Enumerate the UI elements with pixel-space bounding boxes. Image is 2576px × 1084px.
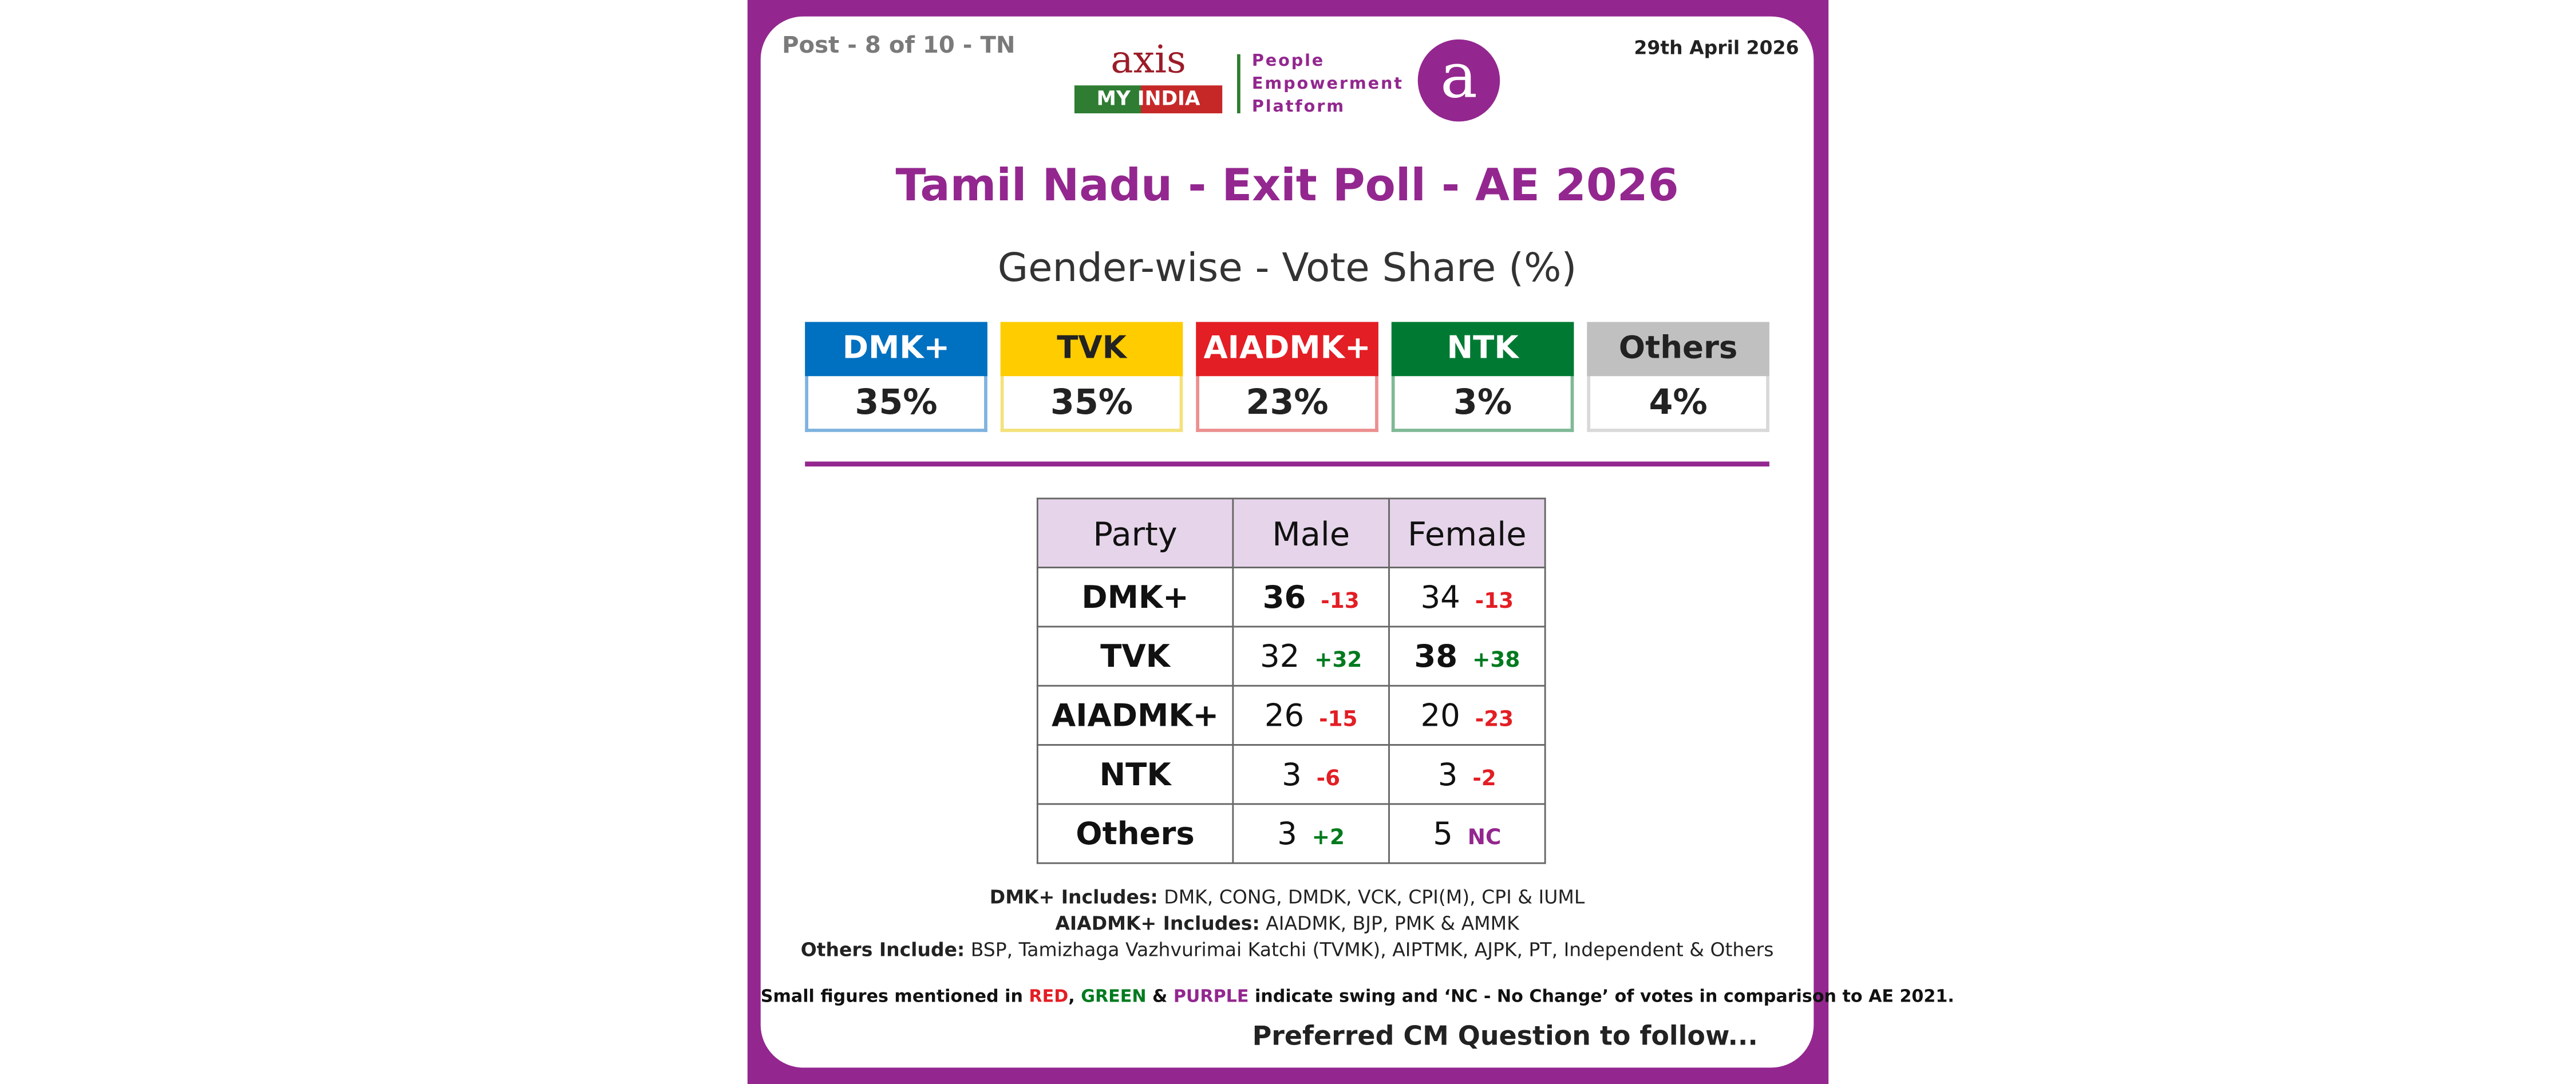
logo-icon: a (1417, 39, 1500, 122)
note-text: BSP, Tamizhaga Vazhvurimai Katchi (TVMK)… (965, 937, 1774, 961)
legend-part: PURPLE (1173, 987, 1249, 1007)
legend-part: GREEN (1081, 987, 1147, 1007)
legend-part: & (1146, 987, 1174, 1007)
note: DMK+ Includes: DMK, CONG, DMDK, VCK, CPI… (761, 884, 1814, 910)
summary-share: 35% (1050, 382, 1133, 422)
value: 32 (1259, 638, 1300, 675)
note: Others Include: BSP, Tamizhaga Vazhvurim… (761, 936, 1814, 963)
row: TVK 32 +32 38 +38 (1036, 626, 1546, 687)
tagline-line: People (1251, 52, 1325, 71)
swing: +38 (1472, 648, 1520, 673)
summary-party: Others (1587, 322, 1769, 377)
header-row: Party Male Female (1036, 497, 1546, 568)
row: AIADMK+ 26 -15 20 -23 (1036, 685, 1546, 746)
footer: Preferred CM Question to follow... (1252, 1020, 1758, 1051)
row: DMK+ 36 -13 34 -13 (1036, 567, 1546, 628)
legend-part: Small figures mentioned in (760, 987, 1029, 1007)
logo-sub-brand: MY INDIA (1074, 85, 1223, 114)
party-cell: TVK (1036, 626, 1234, 687)
note-label: Others Include: (800, 937, 965, 961)
tagline-line: Empowerment (1251, 76, 1404, 94)
swing: -13 (1321, 588, 1360, 614)
swing: -6 (1316, 766, 1341, 791)
value-cell: 32 +32 (1232, 626, 1390, 687)
value-cell: 20 -23 (1388, 685, 1546, 746)
value-cell: 3 -6 (1232, 744, 1390, 805)
swing: -2 (1472, 766, 1496, 791)
party-cell: Others (1036, 803, 1234, 864)
value: 20 (1420, 697, 1460, 734)
divider (805, 461, 1769, 467)
subtitle: Gender-wise - Vote Share (%) (997, 244, 1577, 291)
note-label: AIADMK+ Includes: (1055, 911, 1260, 935)
party-cell: DMK+ (1036, 567, 1234, 628)
summary-box: Others 4% (1587, 322, 1769, 432)
summary-box: AIADMK+ 23% (1196, 322, 1378, 432)
summary-box: DMK+ 35% (805, 322, 987, 432)
value-cell: 26 -15 (1232, 685, 1390, 746)
table: Party Male Female DMK+ 36 -13 34 -13 TVK 32 +32 38 +… (1036, 497, 1546, 864)
legend-part: , (1068, 987, 1081, 1007)
value: 26 (1264, 697, 1305, 734)
value-cell: 38 +38 (1388, 626, 1546, 687)
header-cell: Male (1232, 497, 1390, 568)
swing: +2 (1311, 825, 1345, 850)
note-text: AIADMK, BJP, PMK & AMMK (1259, 911, 1519, 935)
value-cell: 3 -2 (1388, 744, 1546, 805)
value: 36 (1262, 579, 1306, 615)
summary-share: 3% (1453, 382, 1512, 422)
summary-party: AIADMK+ (1196, 322, 1378, 377)
value-cell: 5 NC (1388, 803, 1546, 864)
summary-share: 35% (855, 382, 938, 422)
party-cell: NTK (1036, 744, 1234, 805)
post-label: Post - 8 of 10 - TN (782, 33, 1016, 60)
note: AIADMK+ Includes: AIADMK, BJP, PMK & AMM… (761, 910, 1814, 936)
legend-part: RED (1029, 987, 1069, 1007)
summary-box: TVK 35% (1000, 322, 1183, 432)
date: 29th April 2026 (1634, 36, 1799, 60)
party-cell: AIADMK+ (1036, 685, 1234, 746)
summary-party: TVK (1000, 322, 1183, 377)
logo-brand: axis (1111, 39, 1186, 82)
swing: NC (1467, 825, 1502, 850)
row: Others 3 +2 5 NC (1036, 803, 1546, 864)
summary-share: 4% (1649, 382, 1708, 422)
notes: DMK+ Includes: DMK, CONG, DMDK, VCK, CPI… (761, 884, 1814, 963)
tagline-line: Platform (1251, 98, 1346, 117)
value-cell: 36 -13 (1232, 567, 1390, 628)
legend-note: Small figures mentioned in RED, GREEN & … (760, 987, 1954, 1007)
summary-party: NTK (1391, 322, 1574, 377)
swing: -15 (1319, 707, 1358, 732)
logo-tagline: People Empowerment Platform (1252, 51, 1404, 120)
header-cell: Party (1036, 497, 1234, 568)
value: 3 (1277, 815, 1297, 852)
summary-box: NTK 3% (1391, 322, 1574, 432)
value: 38 (1414, 638, 1458, 675)
logo-divider (1237, 54, 1240, 114)
value: 34 (1420, 579, 1460, 615)
value: 3 (1282, 756, 1302, 793)
title: Tamil Nadu - Exit Poll - AE 2026 (895, 161, 1679, 212)
legend-part: indicate swing and ‘NC - No Change’ of v… (1249, 987, 1954, 1007)
note-label: DMK+ Includes: (989, 885, 1158, 909)
summary-share: 23% (1246, 382, 1329, 422)
value-cell: 34 -13 (1388, 567, 1546, 628)
header-cell: Female (1388, 497, 1546, 568)
swing: -13 (1475, 588, 1514, 614)
value: 5 (1433, 815, 1453, 852)
row: NTK 3 -6 3 -2 (1036, 744, 1546, 805)
note-text: DMK, CONG, DMDK, VCK, CPI(M), CPI & IUML (1157, 885, 1585, 909)
swing: -23 (1475, 707, 1514, 732)
swing: +32 (1314, 648, 1362, 673)
value-cell: 3 +2 (1232, 803, 1390, 864)
value: 3 (1437, 756, 1458, 793)
summary-party: DMK+ (805, 322, 987, 377)
